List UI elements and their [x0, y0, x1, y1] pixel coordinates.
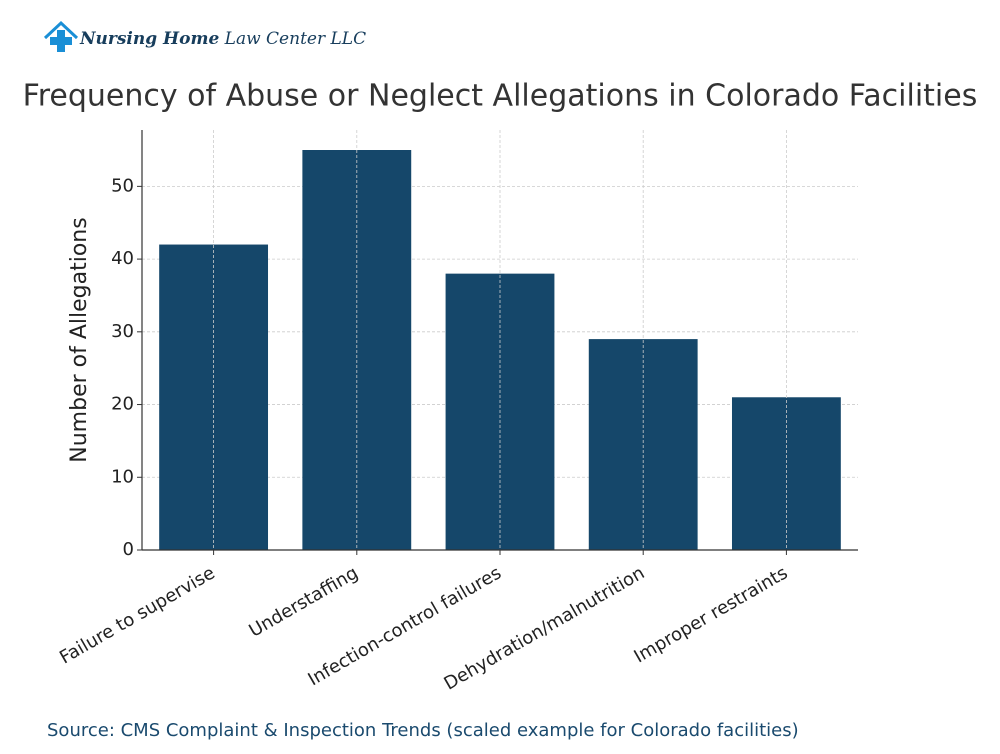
logo-rest: Law Center LLC [224, 29, 366, 49]
x-tick-label: Failure to supervise [56, 562, 219, 668]
y-tick-label: 50 [111, 175, 134, 196]
x-tick-label: Improper restraints [630, 562, 791, 667]
x-tick-label: Understaffing [245, 562, 361, 641]
bar [588, 339, 698, 550]
y-tick-label: 20 [111, 394, 134, 415]
logo-brand: Nursing Home [79, 29, 219, 49]
y-axis-label: Number of Allegations [67, 217, 92, 462]
logo-text: Nursing Home Law Center LLC [79, 29, 366, 49]
source-note: Source: CMS Complaint & Inspection Trend… [47, 720, 799, 741]
logo-cross [50, 30, 72, 52]
chart-title: Frequency of Abuse or Neglect Allegation… [23, 79, 978, 114]
logo: Nursing Home Law Center LLC [43, 20, 366, 52]
y-tick-label: 30 [111, 321, 134, 342]
y-tick-label: 10 [111, 466, 134, 487]
y-tick-label: 0 [123, 539, 134, 560]
y-tick-label: 40 [111, 248, 134, 269]
logo-roof [43, 20, 79, 40]
